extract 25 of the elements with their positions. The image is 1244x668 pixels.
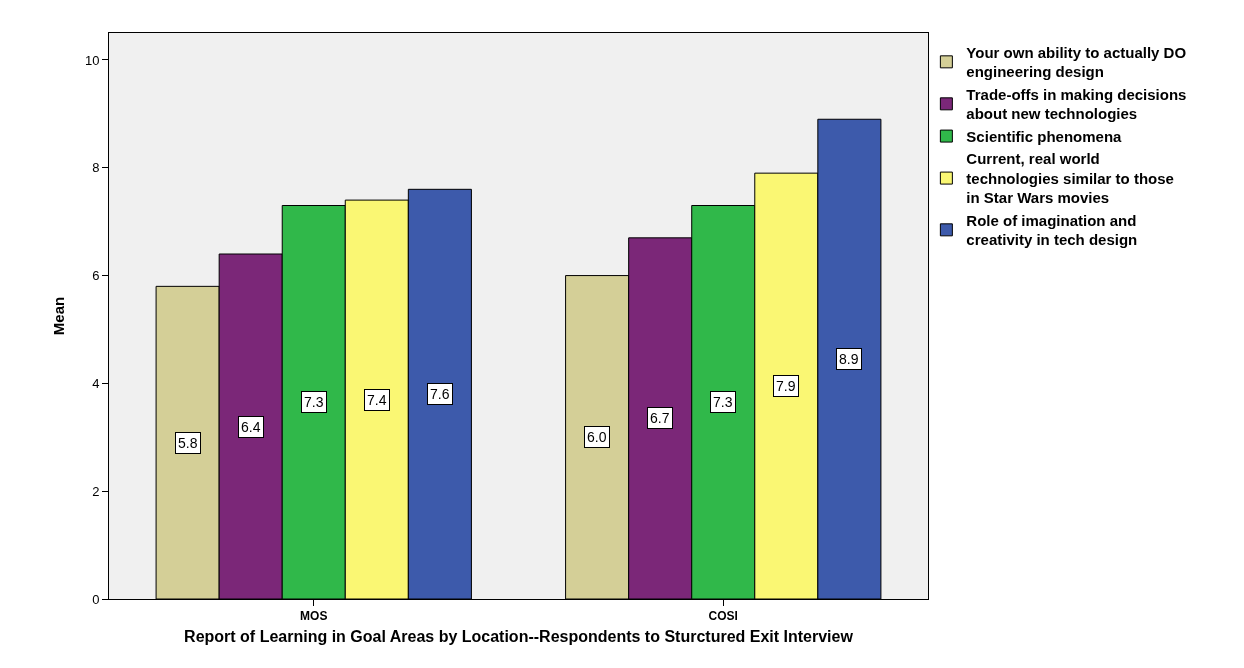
x-tick-label: COSI bbox=[708, 609, 738, 624]
legend-label: Scientific phenomena bbox=[966, 127, 1123, 145]
data-label: 7.9 bbox=[776, 378, 796, 394]
y-tick-label: 0 bbox=[92, 591, 100, 607]
legend-label: Trade-offs in making decisions about new technologies bbox=[966, 85, 1187, 123]
data-label: 7.3 bbox=[304, 394, 324, 410]
data-label: 6.0 bbox=[587, 429, 607, 445]
data-label: 6.7 bbox=[650, 410, 670, 426]
y-tick-label: 2 bbox=[92, 483, 100, 499]
data-label: 8.9 bbox=[839, 351, 859, 367]
legend-label: Your own ability to actually DO engineering design bbox=[966, 43, 1187, 81]
legend-label: Role of imagination and creativity in tech design bbox=[966, 211, 1138, 249]
data-label: 7.4 bbox=[367, 392, 387, 408]
y-tick-label: 10 bbox=[84, 52, 100, 68]
y-tick-label: 6 bbox=[92, 268, 100, 284]
data-label: 7.6 bbox=[430, 386, 450, 402]
legend-label: Current, real world technologies similar to those in Star Wars movies bbox=[966, 150, 1174, 207]
y-axis-title: Mean bbox=[50, 296, 68, 336]
y-tick-label: 4 bbox=[92, 375, 100, 391]
x-axis-title: Report of Learning in Goal Areas by Location--Respondents to Sturctured Exit Interview bbox=[184, 628, 854, 646]
data-label: 5.8 bbox=[178, 435, 198, 451]
y-tick-label: 8 bbox=[92, 160, 100, 176]
x-tick-label: MOS bbox=[300, 609, 328, 624]
data-label: 6.4 bbox=[241, 419, 261, 435]
data-label: 7.3 bbox=[713, 394, 733, 410]
